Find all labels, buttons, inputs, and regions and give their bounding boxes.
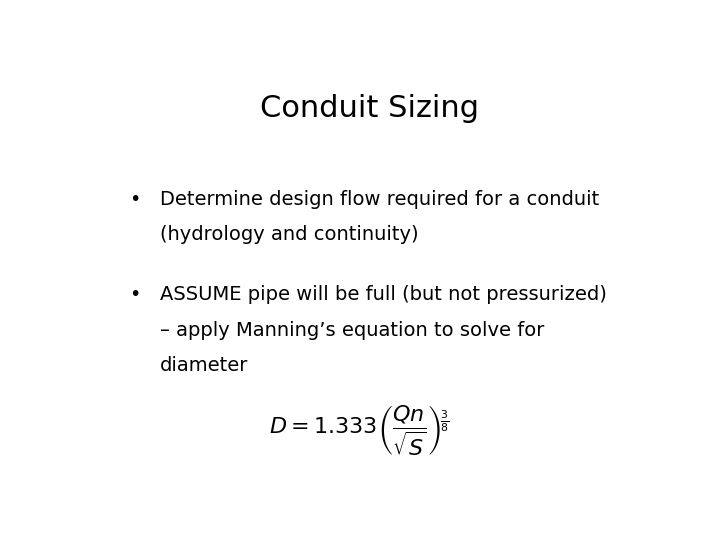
Text: (hydrology and continuity): (hydrology and continuity): [160, 225, 418, 244]
Text: ASSUME pipe will be full (but not pressurized): ASSUME pipe will be full (but not pressu…: [160, 285, 607, 304]
Text: diameter: diameter: [160, 356, 248, 375]
Text: •: •: [129, 285, 140, 304]
Text: – apply Manning’s equation to solve for: – apply Manning’s equation to solve for: [160, 321, 544, 340]
Text: Determine design flow required for a conduit: Determine design flow required for a con…: [160, 190, 599, 208]
Text: Conduit Sizing: Conduit Sizing: [259, 94, 479, 123]
Text: $D = 1.333\left(\dfrac{Qn}{\sqrt{S}}\right)^{\!\frac{3}{8}}$: $D = 1.333\left(\dfrac{Qn}{\sqrt{S}}\rig…: [269, 404, 449, 458]
Text: •: •: [129, 190, 140, 208]
